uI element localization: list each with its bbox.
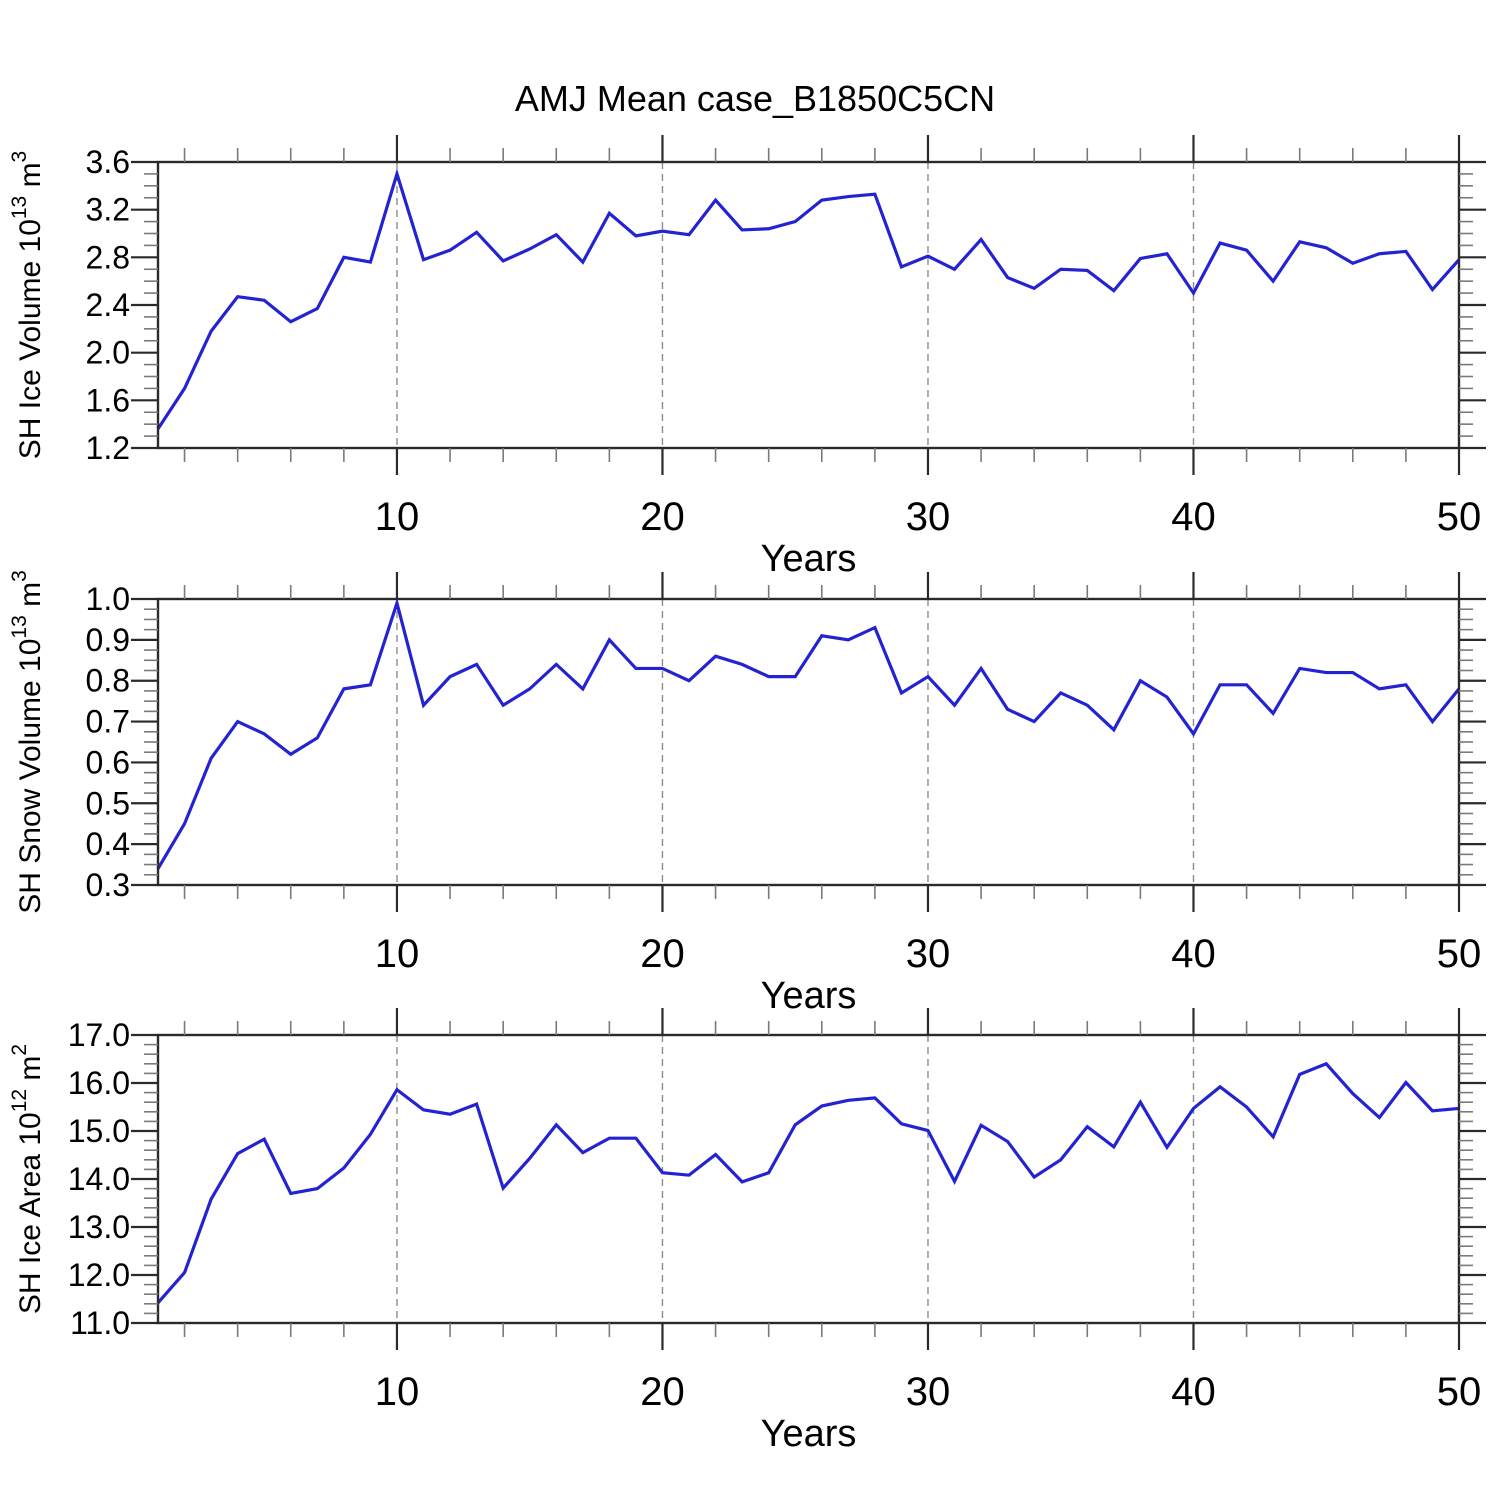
x-tick-label: 10: [375, 1370, 420, 1414]
series-line: [156, 168, 1461, 430]
y-tick-label: 0.9: [86, 622, 130, 658]
y-tick-label: 1.6: [86, 382, 130, 418]
y-axis-title: SH Snow Volume 1013 m3: [8, 570, 47, 914]
y-tick-label: 13.0: [68, 1209, 130, 1245]
y-tick-label: 0.6: [86, 744, 130, 780]
x-axis-title: Years: [761, 538, 857, 580]
x-tick-label: 20: [640, 932, 685, 976]
y-axis-title: SH Ice Volume 1013 m3: [8, 151, 47, 460]
x-tick-label: 50: [1437, 495, 1482, 539]
y-tick-label: 3.6: [86, 144, 130, 180]
x-tick-label: 40: [1171, 495, 1216, 539]
x-tick-label: 50: [1437, 1370, 1482, 1414]
y-axis-title: SH Ice Area 1012 m2: [8, 1044, 47, 1314]
y-tick-label: 2.0: [86, 335, 130, 371]
x-tick-label: 20: [640, 495, 685, 539]
figure-title: AMJ Mean case_B1850C5CN: [514, 78, 996, 119]
chart-sh-ice-volume: 10 20 30 40 50 1.2 1.6 2.0 2.4 2.8 3.2 3.6 Years SH I…: [8, 135, 1486, 580]
y-tick-label: 2.4: [86, 287, 130, 323]
y-tick-label: 12.0: [68, 1257, 130, 1293]
plot-frame: [156, 1033, 1461, 1325]
y-tick-label: 0.8: [86, 663, 130, 699]
x-tick-label: 20: [640, 1370, 685, 1414]
y-tick-label: 1.2: [86, 430, 130, 466]
series-line: [156, 597, 1461, 870]
plot-frame: [156, 597, 1461, 887]
x-tick-label: 40: [1171, 1370, 1216, 1414]
x-tick-label: 10: [375, 932, 420, 976]
series-line: [156, 1061, 1460, 1304]
y-tick-label: 17.0: [68, 1017, 130, 1053]
x-tick-label: 30: [906, 932, 951, 976]
y-tick-label: 0.4: [86, 826, 130, 862]
x-axis-title: Years: [761, 975, 857, 1017]
y-tick-label: 2.8: [86, 239, 130, 275]
y-tick-label: 16.0: [68, 1065, 130, 1101]
y-tick-label: 11.0: [70, 1305, 130, 1341]
y-tick-label: 0.5: [86, 785, 130, 821]
chart-sh-snow-volume: 10 20 30 40 50 0.3 0.4 0.5 0.6 0.7 0.8 0.9 1.0 Years S…: [8, 570, 1486, 1017]
plot-frame: [156, 160, 1461, 450]
y-tick-label: 15.0: [68, 1113, 130, 1149]
x-tick-label: 30: [906, 495, 951, 539]
y-tick-label: 14.0: [68, 1161, 130, 1197]
y-tick-label: 0.7: [86, 704, 130, 740]
x-axis-title: Years: [761, 1413, 857, 1455]
y-tick-label: 3.2: [86, 192, 130, 228]
x-tick-label: 10: [375, 495, 420, 539]
y-tick-label: 0.3: [86, 867, 130, 903]
x-tick-label: 40: [1171, 932, 1216, 976]
x-tick-label: 50: [1437, 932, 1482, 976]
y-tick-label: 1.0: [86, 581, 130, 617]
x-tick-label: 30: [906, 1370, 951, 1414]
chart-sh-ice-area: 10 20 30 40 50 11.0 12.0 13.0 14.0 15.0 16.0 17.0 Ye…: [8, 1008, 1486, 1455]
